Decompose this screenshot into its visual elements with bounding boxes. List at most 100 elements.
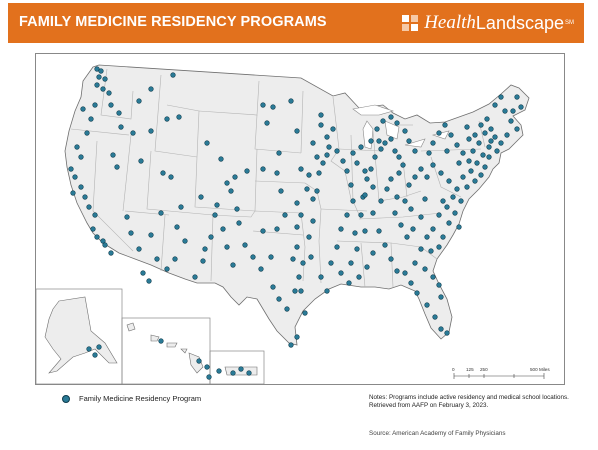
program-marker	[352, 230, 358, 236]
program-marker	[96, 344, 102, 350]
program-marker	[388, 114, 394, 120]
program-marker	[464, 124, 470, 130]
state-borders	[70, 68, 486, 288]
program-marker	[452, 210, 458, 216]
scale-tick-250: 250	[480, 367, 488, 372]
program-marker	[356, 274, 362, 280]
program-marker	[200, 258, 206, 264]
program-marker	[486, 154, 492, 160]
program-marker	[510, 108, 516, 114]
program-marker	[160, 170, 166, 176]
program-marker	[230, 262, 236, 268]
program-marker	[276, 150, 282, 156]
program-marker	[480, 152, 486, 158]
program-marker	[362, 228, 368, 234]
program-marker	[460, 150, 466, 156]
program-marker	[494, 148, 500, 154]
program-marker	[154, 256, 160, 262]
program-marker	[446, 178, 452, 184]
program-marker	[250, 254, 256, 260]
program-marker	[218, 156, 224, 162]
notes-text: Notes: Programs include active residency…	[369, 394, 569, 410]
program-marker	[270, 284, 276, 290]
program-marker	[174, 224, 180, 230]
program-marker	[486, 144, 492, 150]
program-marker	[260, 102, 266, 108]
program-marker	[394, 120, 400, 126]
logo-service-mark: SM	[565, 20, 574, 26]
program-marker	[430, 162, 436, 168]
program-marker	[68, 166, 74, 172]
program-marker	[320, 160, 326, 166]
program-marker	[148, 128, 154, 134]
program-marker	[80, 106, 86, 112]
program-marker	[324, 134, 330, 140]
program-marker	[310, 140, 316, 146]
program-marker	[338, 270, 344, 276]
program-marker	[242, 242, 248, 248]
program-marker	[514, 94, 520, 100]
legend: Family Medicine Residency Program	[62, 394, 201, 403]
great-lakes	[352, 104, 450, 150]
program-marker	[288, 98, 294, 104]
program-marker	[402, 198, 408, 204]
program-marker	[228, 188, 234, 194]
program-marker	[94, 66, 100, 72]
program-marker	[258, 266, 264, 272]
program-marker	[464, 184, 470, 190]
program-marker	[168, 174, 174, 180]
program-marker	[474, 160, 480, 166]
program-marker	[430, 274, 436, 280]
program-marker	[84, 130, 90, 136]
program-marker	[424, 234, 430, 240]
program-marker	[244, 168, 250, 174]
program-marker	[86, 204, 92, 210]
program-marker	[438, 326, 444, 332]
scale-bar	[453, 373, 545, 379]
program-marker	[326, 144, 332, 150]
program-marker	[350, 198, 356, 204]
program-marker	[284, 306, 290, 312]
program-marker	[92, 212, 98, 218]
puerto-rico-inset	[209, 350, 265, 384]
program-marker	[398, 222, 404, 228]
program-marker	[94, 234, 100, 240]
program-marker	[318, 112, 324, 118]
scale-tick-0: 0	[452, 367, 455, 372]
program-marker	[406, 182, 412, 188]
program-marker	[220, 226, 226, 232]
program-marker	[130, 130, 136, 136]
program-marker	[302, 310, 308, 316]
scale-tick-500: 500 Miles	[530, 367, 550, 372]
program-marker	[380, 118, 386, 124]
program-marker	[78, 154, 84, 160]
program-marker	[344, 168, 350, 174]
program-marker	[224, 244, 230, 250]
program-marker	[94, 82, 100, 88]
program-marker	[206, 374, 212, 380]
program-marker	[370, 250, 376, 256]
program-marker	[274, 226, 280, 232]
program-marker	[176, 114, 182, 120]
hawaii-islands	[126, 322, 204, 374]
program-marker	[350, 150, 356, 156]
program-marker	[278, 188, 284, 194]
program-marker	[430, 140, 436, 146]
logo-text-health: Health	[424, 12, 476, 33]
program-marker	[276, 296, 282, 302]
program-marker	[118, 124, 124, 130]
program-marker	[260, 228, 266, 234]
program-marker	[378, 198, 384, 204]
program-marker	[204, 364, 210, 370]
program-marker	[182, 238, 188, 244]
program-marker	[294, 128, 300, 134]
program-marker	[488, 138, 494, 144]
program-marker	[498, 140, 504, 146]
program-marker	[102, 242, 108, 248]
scale-tick-125: 125	[466, 367, 474, 372]
program-marker	[164, 266, 170, 272]
program-marker	[418, 166, 424, 172]
program-marker	[400, 162, 406, 168]
program-marker	[382, 242, 388, 248]
program-marker	[198, 194, 204, 200]
